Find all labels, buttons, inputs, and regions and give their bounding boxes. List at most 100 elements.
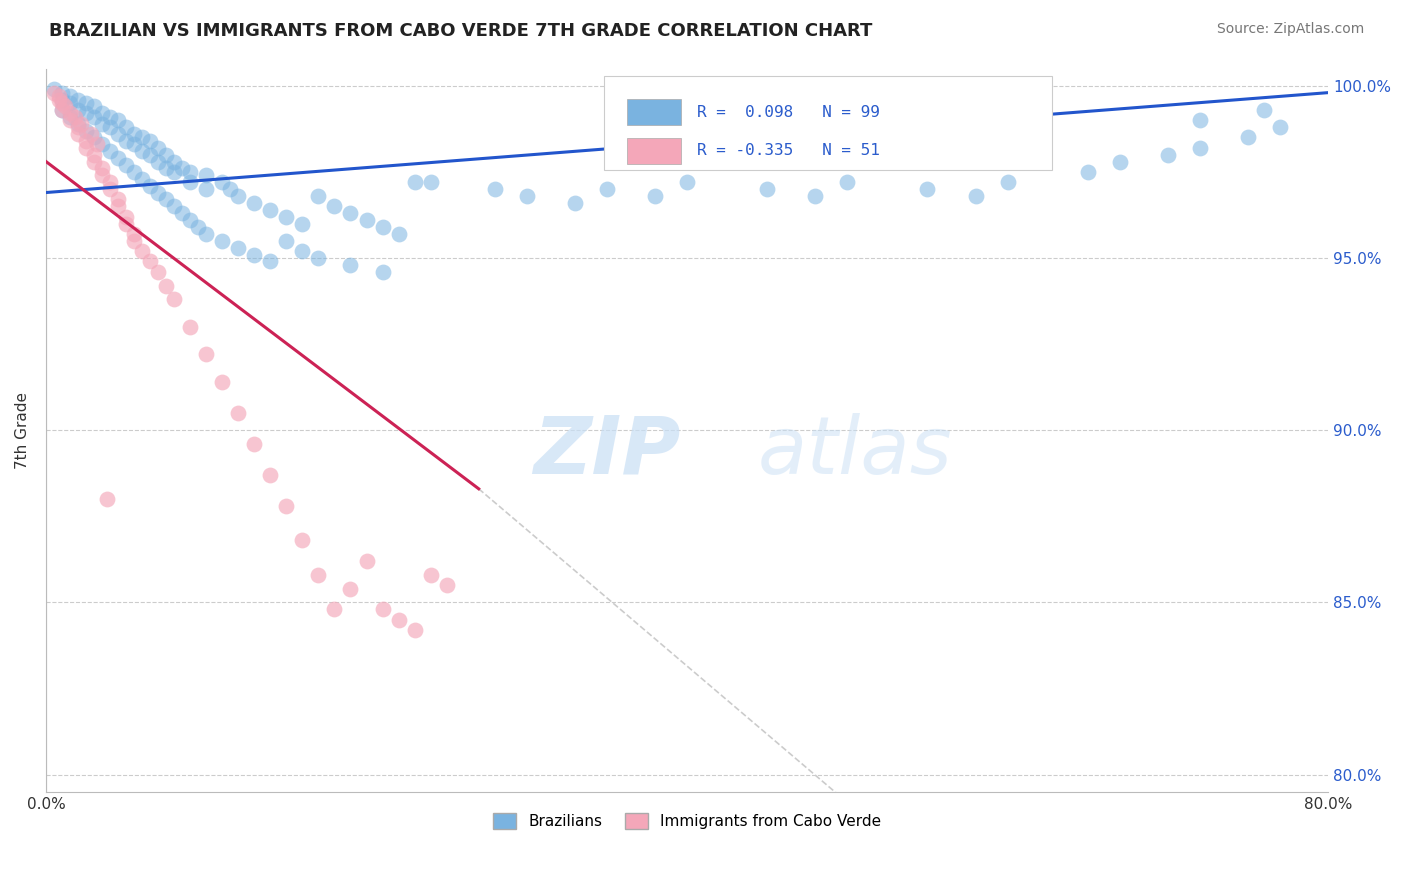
Point <box>163 154 186 169</box>
Point <box>51 95 73 110</box>
Point <box>371 265 394 279</box>
Point <box>115 120 138 134</box>
Point <box>307 251 329 265</box>
Point <box>1108 154 1130 169</box>
Point <box>115 158 138 172</box>
Point <box>179 319 201 334</box>
FancyBboxPatch shape <box>627 99 681 126</box>
Point <box>387 227 409 241</box>
Point <box>155 161 177 176</box>
Point <box>131 130 153 145</box>
Point <box>107 127 129 141</box>
Point <box>226 406 249 420</box>
Point <box>1157 147 1180 161</box>
Text: BRAZILIAN VS IMMIGRANTS FROM CABO VERDE 7TH GRADE CORRELATION CHART: BRAZILIAN VS IMMIGRANTS FROM CABO VERDE … <box>49 22 873 40</box>
Point <box>83 154 105 169</box>
Point <box>59 110 82 124</box>
Text: R = -0.335   N = 51: R = -0.335 N = 51 <box>697 143 880 158</box>
Point <box>146 154 169 169</box>
Point <box>371 219 394 234</box>
Text: Source: ZipAtlas.com: Source: ZipAtlas.com <box>1216 22 1364 37</box>
Point <box>115 134 138 148</box>
Point <box>66 103 89 117</box>
Point <box>131 244 153 259</box>
Point <box>42 86 65 100</box>
Point <box>122 227 145 241</box>
Point <box>42 82 65 96</box>
Point <box>965 189 987 203</box>
Point <box>163 293 186 307</box>
Point <box>195 347 218 361</box>
Point <box>259 254 281 268</box>
Point <box>163 199 186 213</box>
Point <box>219 182 242 196</box>
Point <box>756 182 779 196</box>
Point <box>66 127 89 141</box>
Point <box>339 206 361 220</box>
Point <box>195 169 218 183</box>
Point <box>59 89 82 103</box>
Point <box>146 265 169 279</box>
Point <box>1188 113 1211 128</box>
Point <box>259 468 281 483</box>
Point <box>596 182 619 196</box>
Point <box>63 110 86 124</box>
Point <box>276 210 298 224</box>
Point <box>387 613 409 627</box>
Point <box>155 278 177 293</box>
Point <box>187 219 209 234</box>
Point <box>59 106 82 120</box>
Point <box>48 89 70 103</box>
Point <box>243 247 266 261</box>
Point <box>804 189 827 203</box>
Point <box>323 602 346 616</box>
FancyBboxPatch shape <box>627 137 681 163</box>
Point <box>155 193 177 207</box>
Point <box>98 120 121 134</box>
Point <box>107 199 129 213</box>
Point <box>339 258 361 272</box>
Point <box>676 175 699 189</box>
Point <box>1268 120 1291 134</box>
Point <box>404 623 426 637</box>
Point <box>59 113 82 128</box>
Point <box>356 213 378 227</box>
Point <box>107 151 129 165</box>
Point <box>115 210 138 224</box>
Point <box>51 103 73 117</box>
Point <box>131 171 153 186</box>
Point <box>172 206 194 220</box>
Point <box>139 254 162 268</box>
Point <box>179 175 201 189</box>
Legend: Brazilians, Immigrants from Cabo Verde: Brazilians, Immigrants from Cabo Verde <box>486 806 887 835</box>
Point <box>259 202 281 217</box>
Point <box>115 217 138 231</box>
Point <box>59 95 82 110</box>
Point <box>53 99 76 113</box>
Point <box>339 582 361 596</box>
Point <box>484 182 506 196</box>
Point <box>51 103 73 117</box>
Point <box>436 578 458 592</box>
Point <box>70 117 93 131</box>
Point <box>419 175 441 189</box>
Point <box>419 568 441 582</box>
Point <box>146 186 169 200</box>
Point <box>83 147 105 161</box>
Point <box>179 213 201 227</box>
Point <box>644 189 666 203</box>
Text: atlas: atlas <box>758 413 952 491</box>
Point <box>211 375 233 389</box>
Point <box>226 189 249 203</box>
Point <box>1237 130 1260 145</box>
Point <box>195 182 218 196</box>
Point <box>66 93 89 107</box>
Text: R =  0.098   N = 99: R = 0.098 N = 99 <box>697 105 880 120</box>
FancyBboxPatch shape <box>603 76 1053 169</box>
Point <box>91 117 114 131</box>
Point <box>1253 103 1275 117</box>
Point <box>75 141 97 155</box>
Point <box>307 568 329 582</box>
Point <box>75 123 97 137</box>
Point <box>122 234 145 248</box>
